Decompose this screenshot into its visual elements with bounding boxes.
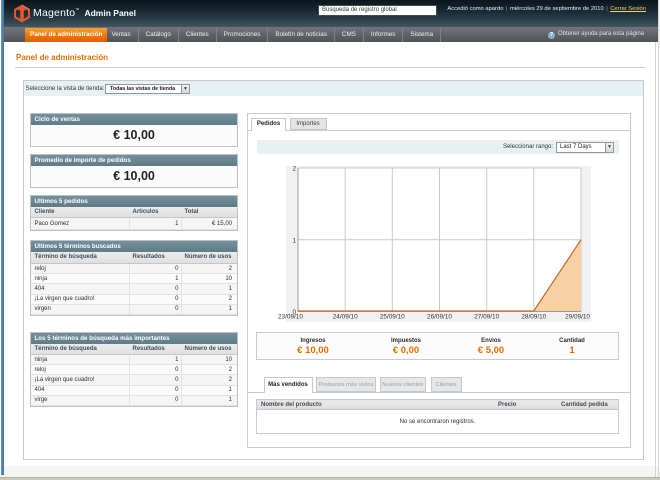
svg-text:27/09/10: 27/09/10 <box>474 313 499 320</box>
svg-text:29/09/10: 29/09/10 <box>565 313 590 320</box>
svg-text:25/09/10: 25/09/10 <box>380 313 405 320</box>
svg-text:23/09/10: 23/09/10 <box>278 313 303 320</box>
svg-text:26/09/10: 26/09/10 <box>427 313 452 320</box>
svg-text:2: 2 <box>292 165 296 172</box>
svg-text:0: 0 <box>292 309 296 316</box>
svg-text:28/09/10: 28/09/10 <box>521 313 546 320</box>
svg-text:1: 1 <box>292 237 296 244</box>
svg-text:24/09/10: 24/09/10 <box>333 313 358 320</box>
